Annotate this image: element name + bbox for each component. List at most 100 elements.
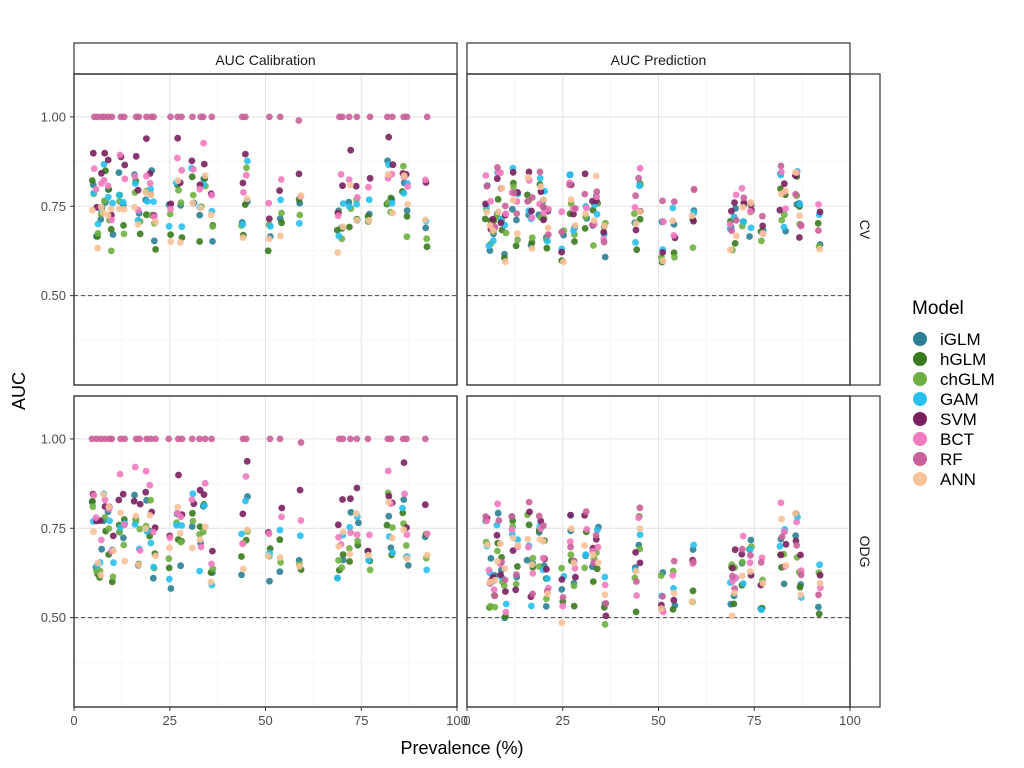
legend-label-hGLM: hGLM xyxy=(940,350,986,369)
point-SVM xyxy=(731,546,739,554)
point-RF xyxy=(347,435,354,443)
point-RF xyxy=(353,435,361,443)
point-SVM xyxy=(132,152,140,160)
point-ANN xyxy=(738,572,746,580)
point-chGLM xyxy=(389,524,396,531)
point-ANN xyxy=(528,245,536,252)
x-tick-label: 0 xyxy=(70,713,77,728)
point-hGLM xyxy=(512,242,520,250)
point-ANN xyxy=(483,541,491,549)
point-GAM xyxy=(739,580,747,587)
point-GAM xyxy=(295,219,303,227)
point-GAM xyxy=(94,220,102,228)
point-hGLM xyxy=(196,238,204,245)
point-hGLM xyxy=(581,225,589,232)
point-ANN xyxy=(560,258,567,266)
point-BCT xyxy=(131,463,139,471)
point-ANN xyxy=(135,561,143,569)
point-ANN xyxy=(346,550,354,558)
point-BCT xyxy=(166,534,174,542)
point-SVM xyxy=(136,500,144,508)
point-GAM xyxy=(669,204,677,212)
point-GAM xyxy=(119,198,127,206)
point-ANN xyxy=(498,184,506,192)
point-SVM xyxy=(572,573,579,581)
point-GAM xyxy=(178,522,186,529)
point-ANN xyxy=(632,567,640,575)
point-SVM xyxy=(776,206,784,214)
point-chGLM xyxy=(175,186,182,194)
point-ANN xyxy=(174,503,182,511)
point-BCT xyxy=(780,528,788,536)
point-BCT xyxy=(337,171,345,178)
point-chGLM xyxy=(296,211,304,219)
point-chGLM xyxy=(570,582,578,590)
point-hGLM xyxy=(264,247,272,255)
point-GAM xyxy=(582,551,590,559)
point-BCT xyxy=(347,529,354,537)
point-chGLM xyxy=(338,564,346,571)
point-ANN xyxy=(100,491,107,498)
point-RF xyxy=(572,205,579,212)
point-chGLM xyxy=(177,538,185,546)
point-hGLM xyxy=(120,222,127,229)
point-ANN xyxy=(494,558,501,565)
point-ANN xyxy=(582,210,589,218)
point-hGLM xyxy=(796,583,804,591)
point-BCT xyxy=(528,214,536,222)
point-SVM xyxy=(537,188,545,196)
point-SVM xyxy=(174,134,182,142)
point-BCT xyxy=(485,566,493,574)
point-GAM xyxy=(796,200,804,208)
point-ANN xyxy=(94,559,102,567)
point-SVM xyxy=(265,215,273,223)
point-iGLM xyxy=(120,534,127,542)
point-GAM xyxy=(267,222,274,230)
point-BCT xyxy=(539,554,547,562)
point-GAM xyxy=(593,526,601,534)
point-ANN xyxy=(513,230,521,238)
point-GAM xyxy=(147,185,155,193)
point-BCT xyxy=(594,543,602,551)
point-BCT xyxy=(566,538,574,545)
point-iGLM xyxy=(400,496,408,503)
point-RF xyxy=(510,189,518,197)
point-iGLM xyxy=(542,603,550,610)
point-BCT xyxy=(178,166,186,174)
point-RF xyxy=(403,113,411,121)
point-hGLM xyxy=(399,509,407,517)
point-chGLM xyxy=(120,230,128,238)
point-iGLM xyxy=(513,216,520,224)
point-RF xyxy=(797,571,805,579)
point-hGLM xyxy=(152,246,160,253)
point-RF xyxy=(364,435,372,443)
point-SVM xyxy=(243,457,251,465)
point-ANN xyxy=(296,562,303,570)
point-hGLM xyxy=(143,211,150,219)
point-RF xyxy=(592,532,600,539)
point-BCT xyxy=(631,204,639,211)
point-BCT xyxy=(278,513,285,521)
point-SVM xyxy=(659,249,667,256)
point-iGLM xyxy=(266,577,273,585)
point-iGLM xyxy=(558,586,566,593)
point-ANN xyxy=(544,590,552,598)
point-SVM xyxy=(242,150,249,158)
point-BCT xyxy=(583,204,590,212)
point-hGLM xyxy=(346,558,353,565)
point-GAM xyxy=(147,539,155,547)
point-BCT xyxy=(423,530,431,538)
point-SVM xyxy=(497,571,504,579)
point-iGLM xyxy=(131,491,138,499)
point-SVM xyxy=(339,182,346,190)
legend-label-chGLM: chGLM xyxy=(940,370,995,389)
point-BCT xyxy=(778,168,785,176)
point-SVM xyxy=(175,471,182,479)
point-ANN xyxy=(792,509,799,517)
point-BCT xyxy=(384,467,392,475)
x-tick-label: 50 xyxy=(258,713,272,728)
point-BCT xyxy=(508,526,516,533)
point-ANN xyxy=(571,222,579,229)
point-chGLM xyxy=(510,183,517,191)
point-RF xyxy=(136,435,144,443)
